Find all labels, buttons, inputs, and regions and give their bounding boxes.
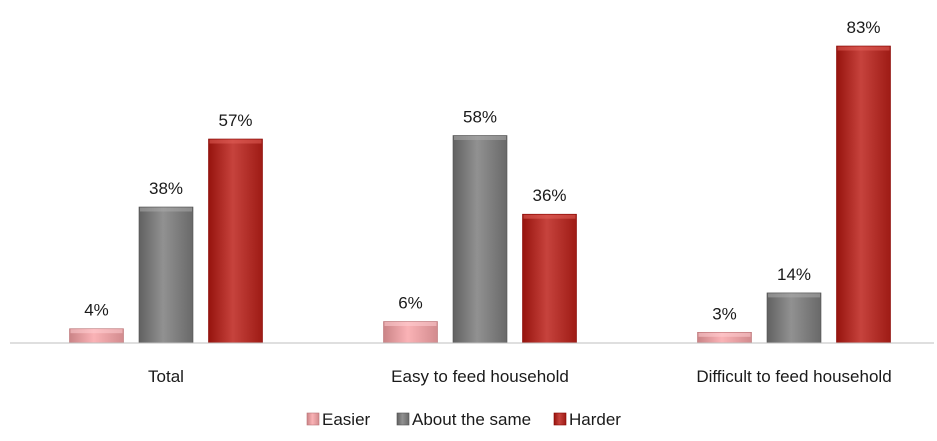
bar-about-the-same-easy-to-feed-household bbox=[452, 135, 508, 344]
value-label-easier-difficult-to-feed-household: 3% bbox=[712, 304, 737, 323]
bar-bevel-about-the-same-total bbox=[140, 207, 192, 212]
value-label-harder-easy-to-feed-household: 36% bbox=[532, 186, 566, 205]
value-label-easier-total: 4% bbox=[84, 301, 109, 320]
bar-harder-total bbox=[208, 138, 263, 344]
legend-swatch-harder bbox=[553, 412, 567, 426]
bars-layer bbox=[69, 45, 891, 344]
legend-label-harder: Harder bbox=[569, 410, 621, 429]
category-labels: Total Easy to feed household Difficult to … bbox=[148, 367, 892, 386]
legend-label-easier: Easier bbox=[322, 410, 371, 429]
value-label-harder-difficult-to-feed-household: 83% bbox=[846, 18, 880, 37]
bar-bevel-harder-difficult-to-feed-household bbox=[837, 46, 890, 51]
legend: Easier About the same Harder bbox=[306, 410, 621, 429]
category-label-easy-to-feed-household: Easy to feed household bbox=[391, 367, 569, 386]
legend-swatch-about-the-same bbox=[396, 412, 410, 426]
bar-harder-difficult-to-feed-household bbox=[836, 45, 891, 344]
category-label-difficult-to-feed-household: Difficult to feed household bbox=[696, 367, 891, 386]
value-label-about-the-same-total: 38% bbox=[149, 179, 183, 198]
bar-bevel-easier-easy-to-feed-household bbox=[384, 322, 437, 326]
value-label-about-the-same-easy-to-feed-household: 58% bbox=[463, 108, 497, 127]
value-label-about-the-same-difficult-to-feed-household: 14% bbox=[777, 265, 811, 284]
bar-bevel-about-the-same-easy-to-feed-household bbox=[454, 136, 506, 140]
value-labels: 4% 38% 57% 6% 58% 36% 3% 14% 83% bbox=[84, 18, 880, 323]
bar-harder-easy-to-feed-household bbox=[522, 213, 577, 344]
bar-bevel-easier-total bbox=[70, 329, 123, 334]
legend-label-about-the-same: About the same bbox=[412, 410, 531, 429]
bar-bevel-harder-total bbox=[209, 139, 262, 144]
value-label-harder-total: 57% bbox=[218, 111, 252, 130]
bar-bevel-about-the-same-difficult-to-feed-household bbox=[768, 293, 820, 298]
legend-swatch-easier bbox=[306, 412, 320, 426]
bar-about-the-same-difficult-to-feed-household bbox=[766, 292, 822, 344]
category-label-total: Total bbox=[148, 367, 184, 386]
bar-bevel-harder-easy-to-feed-household bbox=[523, 214, 576, 219]
value-label-easier-easy-to-feed-household: 6% bbox=[398, 294, 423, 313]
bar-about-the-same-total bbox=[138, 206, 194, 344]
bar-bevel-easier-difficult-to-feed-household bbox=[698, 332, 751, 337]
